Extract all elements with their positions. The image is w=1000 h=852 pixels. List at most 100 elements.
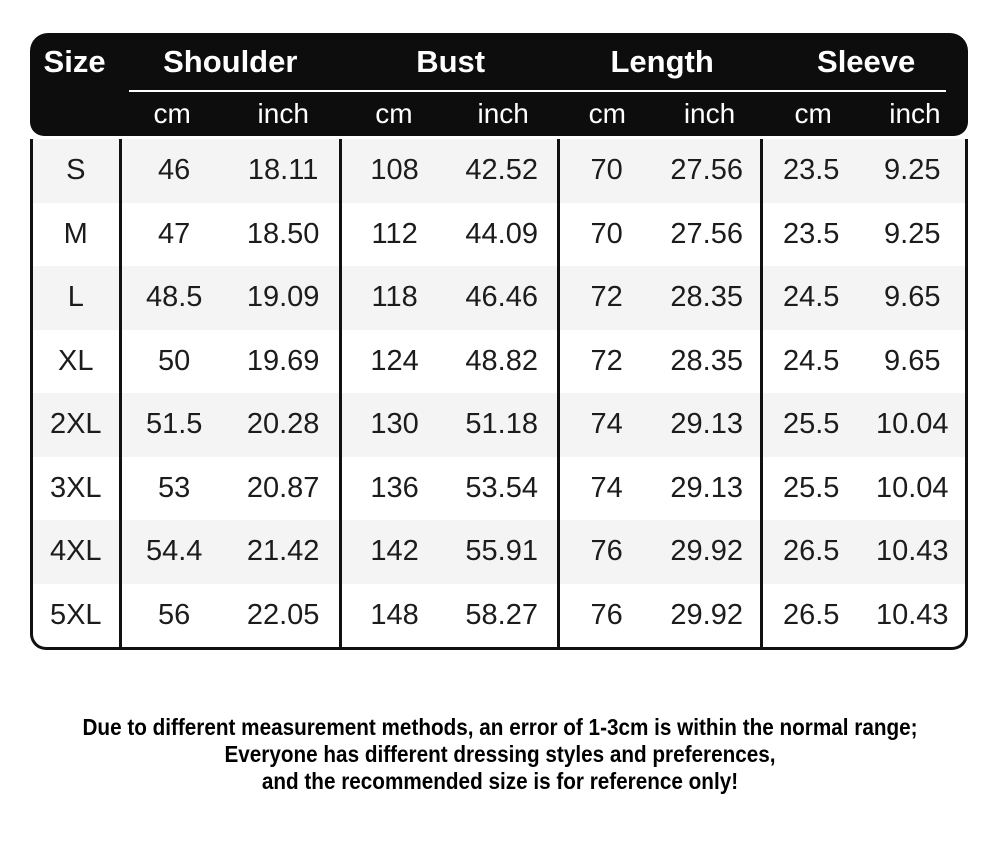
unit-bust-inch: inch	[477, 97, 529, 129]
unit-sleeve-cm: cm	[794, 97, 832, 129]
sleeve-cm-cell: 26.5	[782, 535, 840, 568]
bust-cm-cell: 130	[370, 408, 419, 441]
bust-cm-cell: 136	[370, 471, 419, 504]
table-row: XL 50 19.69 124 48.82 72 28.35 24.5 9.65	[33, 329, 965, 393]
header-divider-line	[129, 90, 946, 92]
sleeve-inch-cell: 9.25	[884, 154, 941, 187]
bust-inch-cell: 58.27	[447, 583, 560, 647]
sleeve-cm-cell: 26.5	[782, 598, 840, 631]
bust-inch-cell: 48.82	[447, 329, 560, 393]
length-cm-cell: 76	[590, 598, 623, 631]
size-cell: 2XL	[33, 393, 122, 457]
length-cm-cell: 76	[590, 535, 623, 568]
sleeve-cm-cell: 24.5	[782, 344, 840, 377]
length-cm-cell: 72	[590, 344, 623, 377]
bust-cm-cell: 108	[370, 154, 419, 187]
unit-sleeve-inch: inch	[889, 97, 941, 129]
sleeve-inch-cell: 10.43	[875, 535, 949, 568]
length-inch-cell: 28.35	[654, 266, 763, 330]
sleeve-cm-cell: 24.5	[782, 281, 840, 314]
sleeve-inch-cell: 9.25	[884, 217, 941, 250]
sleeve-cm-cell: 23.5	[782, 217, 840, 250]
shoulder-cm-cell: 54.4	[145, 535, 203, 568]
table-row: 4XL 54.4 21.42 142 55.91 76 29.92 26.5 1…	[33, 520, 965, 584]
shoulder-inch-cell: 19.09	[227, 266, 343, 330]
shoulder-cm-cell: 53	[158, 471, 191, 504]
size-chart-table: Size Shoulder Bust Length Sleeve cm inch…	[30, 33, 968, 650]
length-cm-cell: 74	[590, 408, 623, 441]
shoulder-inch-cell: 20.28	[227, 393, 343, 457]
size-cell: S	[33, 139, 122, 203]
table-body: S 46 18.11 108 42.52 70 27.56 23.5 9.25 …	[30, 139, 968, 650]
sleeve-cm-cell: 25.5	[782, 408, 840, 441]
bust-inch-cell: 55.91	[447, 520, 560, 584]
length-inch-cell: 29.13	[654, 393, 763, 457]
sleeve-inch-cell: 10.04	[875, 408, 949, 441]
disclaimer-text: Due to different measurement methods, an…	[50, 714, 950, 795]
table-row: L 48.5 19.09 118 46.46 72 28.35 24.5 9.6…	[33, 266, 965, 330]
shoulder-inch-cell: 21.42	[227, 520, 343, 584]
table-row: 3XL 53 20.87 136 53.54 74 29.13 25.5 10.…	[33, 456, 965, 520]
unit-shoulder-inch: inch	[257, 97, 309, 129]
length-inch-cell: 29.13	[654, 456, 763, 520]
shoulder-inch-cell: 20.87	[227, 456, 343, 520]
header-size: Size	[43, 44, 106, 79]
unit-bust-cm: cm	[375, 97, 413, 129]
table-row: 2XL 51.5 20.28 130 51.18 74 29.13 25.5 1…	[33, 393, 965, 457]
bust-inch-cell: 46.46	[447, 266, 560, 330]
length-inch-cell: 28.35	[654, 329, 763, 393]
bust-inch-cell: 51.18	[447, 393, 560, 457]
size-cell: 5XL	[33, 583, 122, 647]
bust-inch-cell: 42.52	[447, 139, 560, 203]
sleeve-inch-cell: 9.65	[884, 281, 941, 314]
bust-cm-cell: 118	[371, 281, 418, 314]
unit-length-cm: cm	[588, 97, 626, 129]
bust-cm-cell: 148	[370, 598, 419, 631]
disclaimer-line-1: Due to different measurement methods, an…	[82, 714, 918, 740]
length-cm-cell: 70	[590, 217, 623, 250]
length-cm-cell: 72	[590, 281, 623, 314]
shoulder-cm-cell: 50	[158, 344, 191, 377]
shoulder-inch-cell: 18.11	[227, 139, 343, 203]
header-length: Length	[610, 44, 714, 79]
header-sleeve: Sleeve	[817, 44, 916, 79]
length-inch-cell: 27.56	[654, 202, 763, 266]
shoulder-cm-cell: 46	[158, 154, 191, 187]
bust-cm-cell: 112	[371, 217, 418, 250]
disclaimer-line-3: and the recommended size is for referenc…	[261, 768, 739, 794]
size-cell: M	[33, 202, 122, 266]
sleeve-cm-cell: 23.5	[782, 154, 840, 187]
shoulder-cm-cell: 56	[158, 598, 191, 631]
size-cell: XL	[33, 329, 122, 393]
length-inch-cell: 27.56	[654, 139, 763, 203]
sleeve-inch-cell: 9.65	[884, 344, 941, 377]
unit-length-inch: inch	[683, 97, 736, 129]
sleeve-inch-cell: 10.43	[875, 598, 949, 631]
sleeve-cm-cell: 25.5	[782, 471, 840, 504]
unit-shoulder-cm: cm	[153, 97, 191, 129]
bust-inch-cell: 44.09	[447, 202, 560, 266]
bust-cm-cell: 124	[370, 344, 419, 377]
length-cm-cell: 70	[590, 154, 623, 187]
length-inch-cell: 29.92	[654, 583, 763, 647]
shoulder-inch-cell: 18.50	[227, 202, 343, 266]
table-row: S 46 18.11 108 42.52 70 27.56 23.5 9.25	[33, 139, 965, 203]
table-row: M 47 18.50 112 44.09 70 27.56 23.5 9.25	[33, 202, 965, 266]
shoulder-cm-cell: 48.5	[145, 281, 203, 314]
shoulder-inch-cell: 19.69	[227, 329, 343, 393]
size-cell: 3XL	[33, 456, 122, 520]
length-cm-cell: 74	[590, 471, 623, 504]
header-bust: Bust	[416, 44, 486, 79]
length-inch-cell: 29.92	[654, 520, 763, 584]
shoulder-cm-cell: 51.5	[145, 408, 203, 441]
shoulder-cm-cell: 47	[158, 217, 191, 250]
header-shoulder: Shoulder	[163, 44, 298, 79]
bust-cm-cell: 142	[370, 535, 419, 568]
shoulder-inch-cell: 22.05	[227, 583, 343, 647]
bust-inch-cell: 53.54	[447, 456, 560, 520]
sleeve-inch-cell: 10.04	[875, 471, 949, 504]
size-cell: L	[33, 266, 122, 330]
table-row: 5XL 56 22.05 148 58.27 76 29.92 26.5 10.…	[33, 583, 965, 647]
table-header: Size Shoulder Bust Length Sleeve cm inch…	[30, 33, 968, 136]
